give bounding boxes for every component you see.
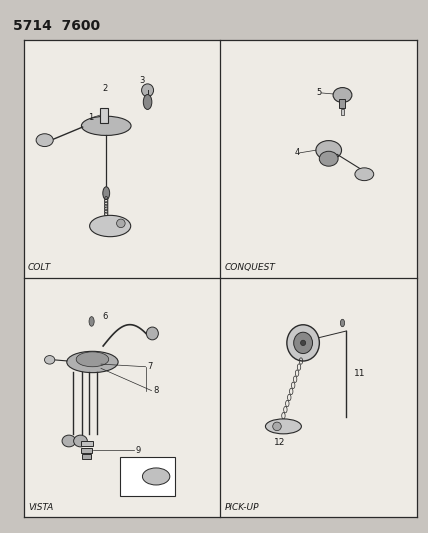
Text: 5714  7600: 5714 7600 [13, 19, 100, 33]
Bar [80, 441, 92, 447]
Text: 2: 2 [102, 84, 107, 93]
Text: 4: 4 [294, 148, 300, 157]
Ellipse shape [333, 87, 352, 102]
Ellipse shape [89, 317, 94, 326]
Ellipse shape [316, 141, 342, 160]
Bar [81, 448, 92, 453]
Ellipse shape [287, 325, 319, 361]
Ellipse shape [62, 435, 76, 447]
Ellipse shape [294, 332, 312, 353]
Ellipse shape [45, 356, 55, 364]
Text: 1: 1 [88, 114, 93, 123]
Ellipse shape [67, 351, 118, 373]
Text: 10: 10 [123, 472, 134, 481]
Bar [120, 457, 175, 496]
Ellipse shape [319, 151, 338, 166]
Text: 11: 11 [354, 369, 366, 378]
Ellipse shape [143, 468, 170, 485]
Bar [82, 454, 91, 459]
Ellipse shape [36, 134, 53, 147]
Bar [24, 40, 220, 278]
Text: 8: 8 [154, 386, 159, 395]
Ellipse shape [340, 319, 345, 327]
Text: 9: 9 [136, 446, 141, 455]
Text: CONQUEST: CONQUEST [225, 263, 276, 272]
Text: 5: 5 [317, 88, 322, 98]
Ellipse shape [116, 219, 125, 228]
Ellipse shape [142, 84, 154, 96]
Ellipse shape [300, 340, 306, 345]
Bar [220, 278, 417, 517]
Text: COLT: COLT [28, 263, 51, 272]
Text: 6: 6 [102, 312, 108, 320]
Bar [100, 108, 108, 123]
Text: PICK-UP: PICK-UP [225, 503, 259, 512]
Ellipse shape [265, 419, 301, 434]
Text: 3: 3 [139, 76, 144, 85]
Bar [220, 40, 417, 278]
Text: 7: 7 [148, 362, 153, 372]
Bar [24, 278, 220, 517]
Bar [339, 99, 345, 108]
Ellipse shape [273, 422, 281, 431]
Text: 12: 12 [273, 438, 285, 447]
Ellipse shape [146, 327, 158, 340]
Ellipse shape [103, 187, 110, 199]
Text: VISTA: VISTA [28, 503, 53, 512]
Bar [341, 109, 344, 115]
Ellipse shape [74, 435, 87, 447]
Ellipse shape [81, 116, 131, 135]
Ellipse shape [355, 168, 374, 181]
Ellipse shape [143, 94, 152, 109]
Ellipse shape [89, 215, 131, 237]
Ellipse shape [76, 352, 109, 367]
